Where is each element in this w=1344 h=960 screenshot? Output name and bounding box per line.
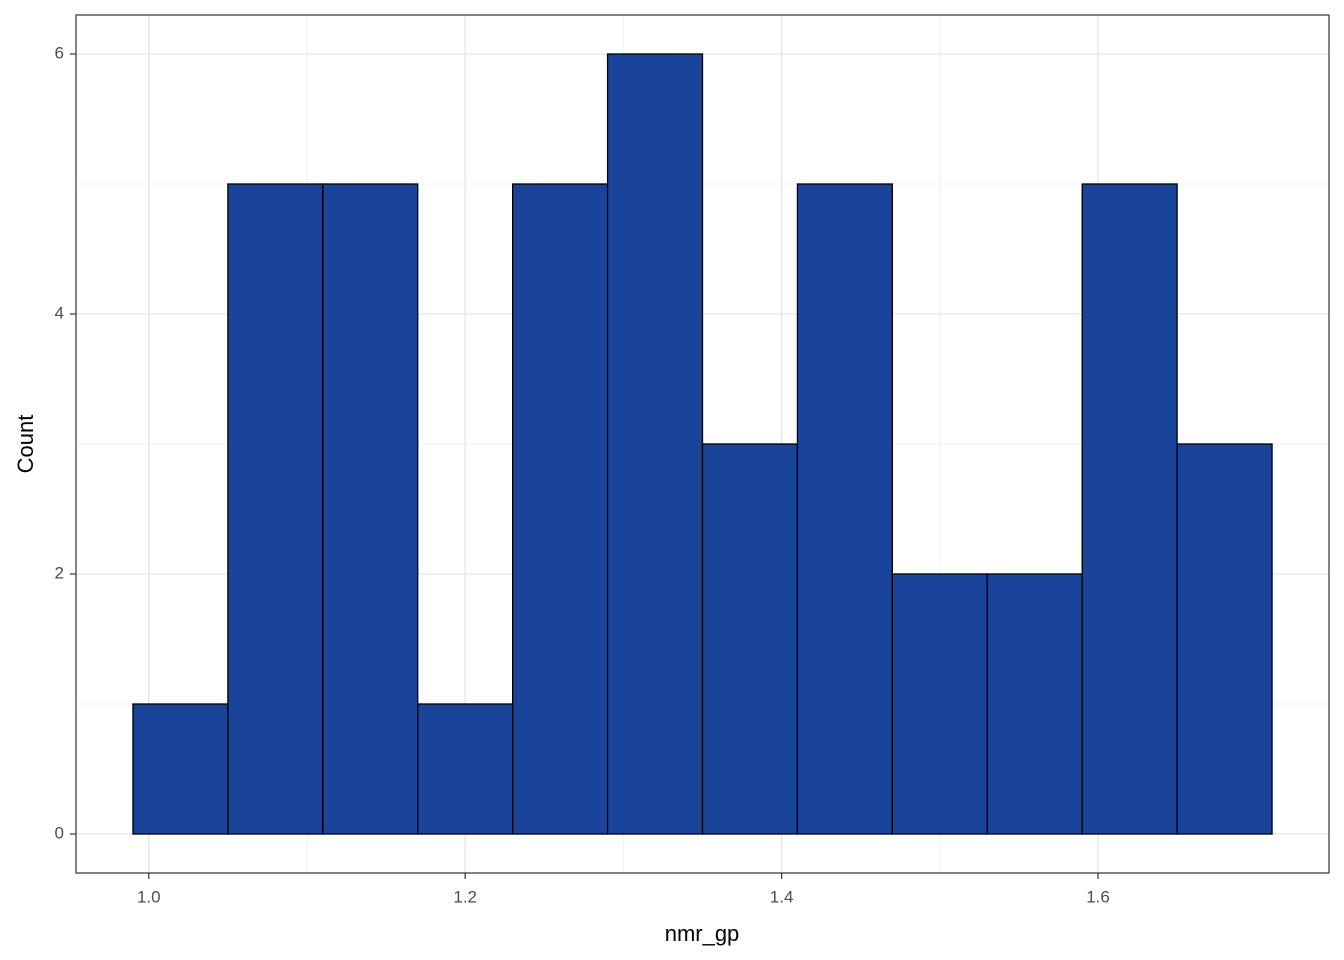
bar [227,183,324,835]
bar [322,183,419,835]
panel-border [75,14,1330,874]
bar [132,703,229,835]
bar [606,53,704,835]
y-tick-label: 0 [55,823,64,842]
y-tick-label: 2 [55,563,64,582]
x-tick-label: 1.4 [770,887,794,906]
x-tick-label: 1.6 [1086,887,1110,906]
x-tick-label: 1.0 [137,887,161,906]
bar [986,573,1083,835]
y-tick-label: 4 [55,303,64,322]
bar [1081,183,1178,835]
y-tick-label: 6 [55,43,64,62]
bar [512,183,609,835]
bar [701,443,799,835]
x-tick-label: 1.2 [453,887,477,906]
bar [417,703,514,835]
y-axis-title: Count [13,415,38,474]
bar [891,573,988,835]
bar [1176,443,1273,835]
bars [132,53,1273,835]
bar [796,183,893,835]
x-axis-title: nmr_gp [665,921,740,946]
